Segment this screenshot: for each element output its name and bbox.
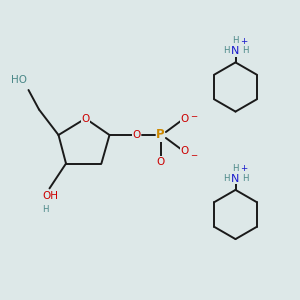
- Text: H: H: [242, 174, 248, 183]
- Text: H: H: [223, 46, 229, 56]
- Text: H: H: [242, 46, 248, 56]
- Text: +: +: [240, 164, 247, 173]
- Text: O: O: [156, 157, 165, 167]
- Text: −: −: [190, 111, 198, 120]
- Text: −: −: [190, 150, 198, 159]
- Text: H: H: [223, 174, 229, 183]
- Text: O: O: [132, 130, 141, 140]
- Text: O: O: [180, 113, 189, 124]
- Text: N: N: [231, 173, 240, 184]
- Text: O: O: [81, 113, 90, 124]
- Text: N: N: [231, 46, 240, 56]
- Text: H: H: [232, 164, 239, 172]
- Text: H: H: [232, 36, 239, 45]
- Text: H: H: [42, 206, 48, 214]
- Text: P: P: [156, 128, 165, 142]
- Text: OH: OH: [42, 191, 58, 201]
- Text: HO: HO: [11, 75, 27, 85]
- Text: O: O: [180, 146, 189, 157]
- Text: +: +: [240, 37, 247, 46]
